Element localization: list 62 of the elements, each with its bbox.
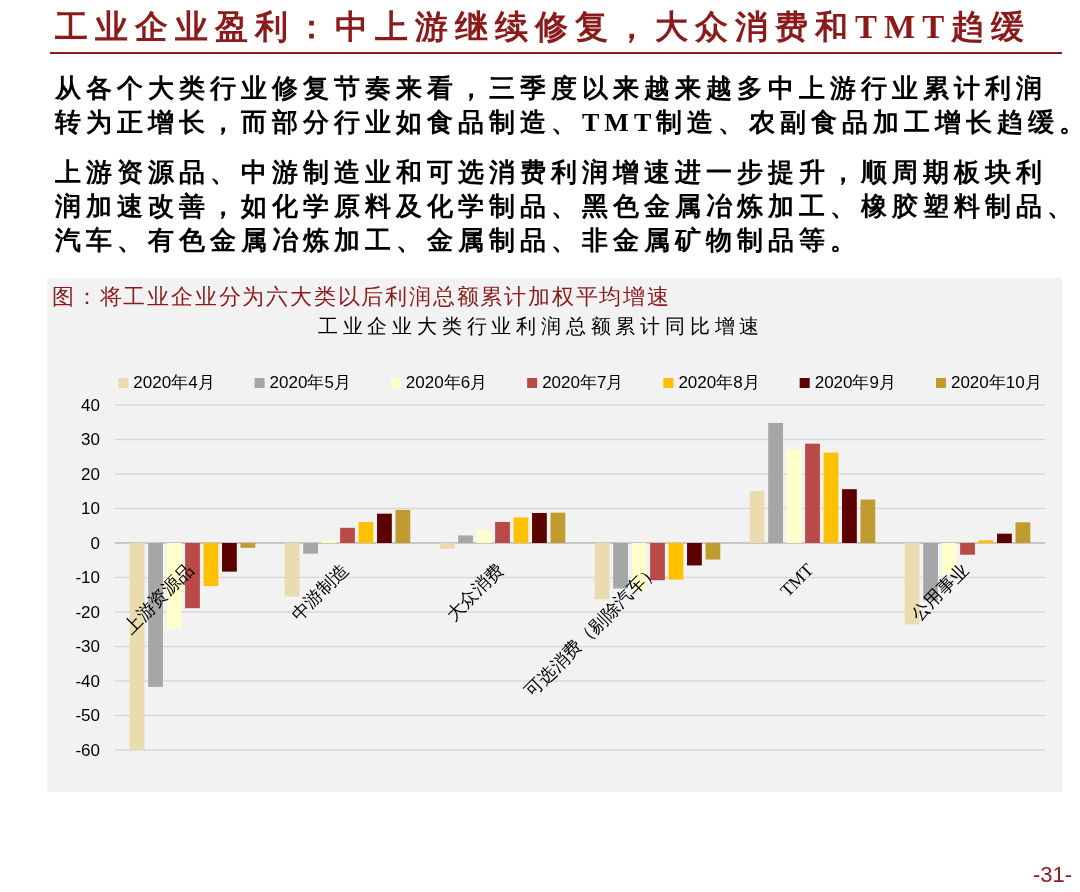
bar xyxy=(513,517,529,543)
legend-label: 2020年8月 xyxy=(678,373,760,392)
x-tick-label: 大众消费 xyxy=(442,559,508,625)
bar xyxy=(358,521,374,543)
chart-subtitle: 工业企业大类行业利润总额累计同比增速 xyxy=(317,315,765,337)
bar xyxy=(321,539,337,543)
bar xyxy=(842,489,857,543)
y-tick-label: -60 xyxy=(75,740,100,760)
bar xyxy=(240,543,256,548)
bar xyxy=(222,543,237,572)
bar xyxy=(786,449,802,543)
legend-label: 2020年4月 xyxy=(133,373,215,392)
y-tick-label: -40 xyxy=(75,671,100,691)
bar xyxy=(340,527,355,543)
bar xyxy=(960,543,975,555)
bar xyxy=(439,543,455,549)
bar xyxy=(284,543,300,597)
legend-label: 2020年5月 xyxy=(269,373,351,392)
bar xyxy=(377,513,392,543)
y-tick-label: 10 xyxy=(81,499,100,519)
x-tick-label: 可选消费（剔除汽车） xyxy=(520,559,663,702)
text: -31- xyxy=(1032,862,1072,887)
x-tick-label: 上游资源品 xyxy=(119,559,198,638)
bar xyxy=(458,535,473,543)
y-tick-label: 30 xyxy=(81,430,100,450)
bar xyxy=(303,543,318,554)
y-tick-label: -10 xyxy=(75,568,100,588)
bar xyxy=(749,491,765,543)
bar xyxy=(997,533,1012,543)
bar xyxy=(395,509,411,543)
bar xyxy=(476,530,492,543)
legend-label: 2020年7月 xyxy=(542,373,624,392)
chart-title: 工业企业盈利：中上游继续修复，大众消费和TMT趋缓 xyxy=(54,9,1032,45)
x-tick-label: 公用事业 xyxy=(907,559,973,625)
bar xyxy=(805,443,820,543)
x-tick-label: 中游制造 xyxy=(287,559,353,625)
y-tick-label: 20 xyxy=(81,464,100,484)
bar xyxy=(532,512,547,543)
bar xyxy=(768,422,783,543)
legend-label: 2020年9月 xyxy=(814,373,896,392)
bar xyxy=(668,543,684,580)
bar xyxy=(203,543,219,587)
bar xyxy=(978,540,994,543)
bar xyxy=(550,512,566,543)
y-tick-label: -20 xyxy=(75,602,100,622)
bar xyxy=(860,499,876,543)
bar xyxy=(650,543,665,581)
bar xyxy=(495,521,510,543)
legend-label: 2020年6月 xyxy=(405,373,488,392)
text: 从各个大类行业修复节奏来看，三季度以来越来越多中上游行业累计利润转为正增长，而部分行业如食品制造、TMT制造、农副食品加工增长趋缓。 xyxy=(54,74,1080,137)
text: 图：将工业企业分为六大类以后利润总额累计加权平均增速 xyxy=(52,284,671,309)
y-tick-label: -30 xyxy=(75,637,100,657)
bar xyxy=(1015,522,1031,543)
legend-label: 2020年10月 xyxy=(950,373,1042,392)
bar xyxy=(687,543,702,566)
bar xyxy=(705,543,721,560)
bar xyxy=(823,452,839,543)
y-tick-label: 40 xyxy=(81,395,100,415)
text: 上游资源品、中游制造业和可选消费利润增速进一步提升，顺周期板块利润加速改善，如化学原料及化学制品、黑色金属冶炼加工、橡胶塑料制品、汽车、有色金属冶炼加工、金属制品、非金属矿物制品等。 xyxy=(54,158,1078,255)
bar xyxy=(594,543,610,600)
y-tick-label: -50 xyxy=(75,706,100,726)
y-tick-label: 0 xyxy=(90,533,100,553)
